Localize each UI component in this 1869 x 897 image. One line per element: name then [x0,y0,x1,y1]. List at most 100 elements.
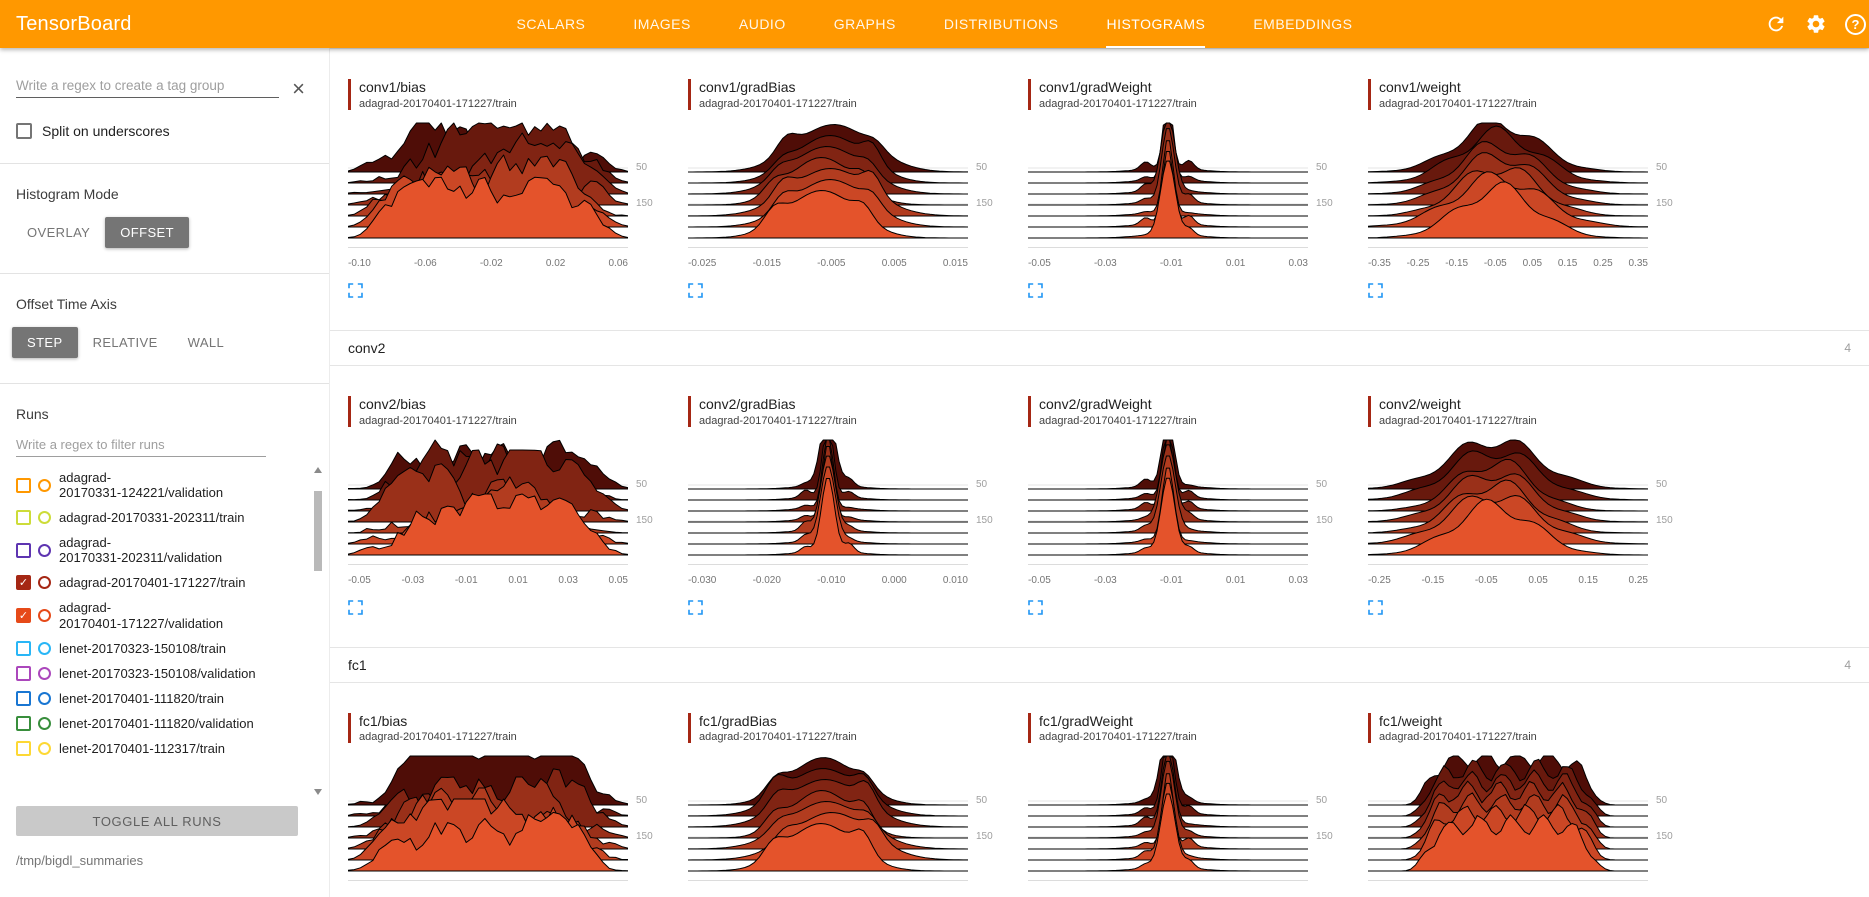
run-checkbox[interactable] [16,510,31,526]
histogram-plot[interactable] [1027,437,1309,572]
runs-filter-input[interactable] [16,433,266,457]
run-item[interactable]: lenet-20170323-150108/validation [16,661,301,686]
histogram-plot[interactable] [1367,120,1649,255]
card-title-row: conv2/gradBias adagrad-20170401-171227/tr… [688,395,1008,427]
x-axis-labels: -0.05 -0.03 -0.01 0.01 0.03 0.05 [348,575,628,588]
histogram-chart[interactable]: 50 150 [347,120,653,255]
run-checkbox[interactable]: ✓ [16,575,31,591]
run-checkbox[interactable] [16,665,31,681]
histogram-card: conv1/gradBias adagrad-20170401-171227/tr… [687,79,1008,298]
tab-graphs[interactable]: GRAPHS [833,16,896,32]
tab-images[interactable]: IMAGES [633,16,691,32]
histogram-card: conv2/bias adagrad-20170401-171227/train 5… [347,395,668,615]
checkbox-icon[interactable] [16,123,32,139]
x-axis-tick-label: 0.010 [942,574,968,586]
run-item[interactable]: adagrad- 20170331-202311/validation [16,530,301,570]
x-axis-tick-label: -0.05 [1474,574,1498,586]
help-icon[interactable]: ? [1845,13,1866,35]
card-run-name: adagrad-20170401-171227/train [699,731,857,744]
expand-icon[interactable] [348,599,363,615]
checkbox-label: Split on underscores [42,123,170,139]
run-checkbox[interactable] [16,542,31,558]
card-titles: conv2/gradWeight adagrad-20170401-171227/… [1039,396,1197,427]
expand-icon[interactable] [1368,282,1383,298]
histogram-plot[interactable] [687,753,969,888]
tab-audio[interactable]: AUDIO [738,16,786,32]
clear-icon[interactable]: × [292,76,305,101]
run-item[interactable]: lenet-20170401-111820/validation [16,711,301,736]
run-checkbox[interactable] [16,477,31,493]
y-axis-tick-label: 50 [636,478,648,490]
histogram-plot[interactable] [347,753,629,888]
refresh-icon[interactable] [1765,13,1787,35]
histogram-chart[interactable]: 50 150 [687,753,993,888]
histogram-plot[interactable] [1367,437,1649,572]
settings-icon[interactable] [1805,13,1827,35]
x-axis-tick-label: -0.005 [817,257,846,269]
axis-wall-button[interactable]: WALL [173,327,240,358]
split-on-underscores-checkbox[interactable]: Split on underscores [0,123,329,139]
run-item[interactable]: ✓ adagrad-20170401-171227/train [16,570,301,595]
tag-group-regex-input[interactable] [16,74,280,98]
run-checkbox[interactable] [16,690,31,706]
run-checkbox[interactable] [16,740,31,756]
histogram-chart[interactable]: 50 150 [347,437,653,572]
run-item[interactable]: lenet-20170401-112317/train [16,736,301,761]
mode-offset-button[interactable]: OFFSET [105,217,189,248]
x-axis-tick-label: -0.01 [454,574,478,586]
log-directory-path: /tmp/bigdl_summaries [16,853,144,868]
histogram-plot[interactable] [347,120,629,255]
section-header-conv2[interactable]: conv2 4 [330,329,1869,366]
run-item[interactable]: adagrad- 20170331-124221/validation [16,465,301,505]
histogram-chart[interactable]: 50 150 [1027,437,1333,572]
histogram-plot[interactable] [1367,753,1649,888]
expand-icon[interactable] [1028,599,1043,615]
toggle-all-runs-button[interactable]: TOGGLE ALL RUNS [16,806,298,836]
histogram-chart[interactable]: 50 150 [1027,120,1333,255]
expand-icon[interactable] [1028,282,1043,298]
histogram-plot[interactable] [687,120,969,255]
y-axis-tick-label: 150 [1656,514,1673,526]
y-axis-tick-label: 50 [1656,478,1668,490]
histogram-chart[interactable]: 50 150 [1027,753,1333,888]
histogram-plot[interactable] [687,437,969,572]
run-checkbox[interactable] [16,640,31,656]
run-label: lenet-20170401-111820/train [59,690,225,706]
histogram-chart[interactable]: 50 150 [347,753,653,888]
run-item[interactable]: adagrad-20170331-202311/train [16,505,301,530]
tab-histograms[interactable]: HISTOGRAMS [1106,0,1206,48]
scroll-up-arrow[interactable] [314,467,322,473]
axis-step-button[interactable]: STEP [12,327,78,358]
expand-icon[interactable] [688,599,703,615]
run-checkbox[interactable]: ✓ [16,608,31,624]
runs-scrollbar[interactable] [313,465,323,797]
tab-distributions[interactable]: DISTRIBUTIONS [943,16,1059,32]
histogram-chart[interactable]: 50 150 [1367,753,1673,888]
scrollbar-thumb[interactable] [314,491,322,571]
run-item[interactable]: lenet-20170323-150108/train [16,636,301,661]
run-item[interactable]: lenet-20170401-111820/train [16,686,301,711]
histogram-chart[interactable]: 50 150 [1367,120,1673,255]
run-color-circle [38,609,51,623]
histogram-chart[interactable]: 50 150 [1367,437,1673,572]
run-label: lenet-20170323-150108/train [59,640,226,656]
card-title-row: conv1/bias adagrad-20170401-171227/train [348,79,668,110]
section-header-fc1[interactable]: fc1 4 [330,646,1869,683]
tab-embeddings[interactable]: EMBEDDINGS [1253,16,1353,32]
expand-icon[interactable] [348,282,363,298]
histogram-chart[interactable]: 50 150 [687,437,993,572]
x-axis-tick-label: 0.25 [1593,257,1613,269]
run-item[interactable]: ✓ adagrad- 20170401-171227/validation [16,595,301,635]
tab-scalars[interactable]: SCALARS [516,16,586,32]
expand-icon[interactable] [1368,599,1383,615]
card-titles: fc1/gradBias adagrad-20170401-171227/trai… [699,713,857,744]
histogram-plot[interactable] [347,437,629,572]
run-checkbox[interactable] [16,715,31,731]
histogram-plot[interactable] [1027,753,1309,888]
scroll-down-arrow[interactable] [314,789,322,795]
histogram-chart[interactable]: 50 150 [687,120,993,255]
histogram-plot[interactable] [1027,120,1309,255]
axis-relative-button[interactable]: RELATIVE [78,327,173,358]
mode-overlay-button[interactable]: OVERLAY [12,217,105,248]
expand-icon[interactable] [688,282,703,298]
